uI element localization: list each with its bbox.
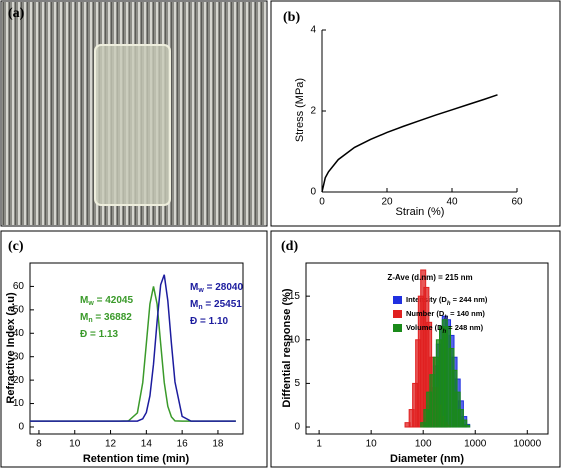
x-tick-label: 14: [141, 439, 153, 450]
y-tick-label: 10: [13, 398, 25, 409]
x-tick-label: 10: [69, 439, 81, 450]
annotation-text: = 42045: [94, 295, 134, 306]
y-tick-label: 20: [13, 375, 25, 386]
x-tick-label: 100: [415, 439, 432, 450]
y-tick-label: 15: [289, 291, 301, 302]
plot-frame: [29, 262, 244, 435]
annotation-sub: w: [197, 287, 204, 294]
annotation-text: M: [80, 312, 88, 323]
x-tick-label: 60: [511, 197, 523, 208]
y-tick-label: 2: [310, 106, 316, 117]
x-tick-label: 10: [366, 439, 378, 450]
annotation-text: M: [190, 282, 198, 293]
x-tick-label: 8: [36, 439, 42, 450]
panel-frame: [270, 0, 561, 227]
plot-frame: [305, 262, 549, 435]
legend-text: = 244 nm): [451, 295, 488, 304]
y-axis-title: Refractive Index (a.u): [5, 292, 17, 404]
x-axis-title: Strain (%): [396, 206, 445, 218]
x-tick-label: 16: [177, 439, 189, 450]
x-tick-label: 20: [381, 197, 393, 208]
annotation: Mw = 42045: [80, 295, 133, 308]
x-tick-label: 10000: [513, 439, 541, 450]
y-tick-label: 5: [294, 378, 300, 389]
y-axis-title: Stress (MPa): [294, 78, 306, 142]
panel-frame: [0, 230, 268, 468]
bar: [464, 424, 471, 428]
y-tick-label: 40: [13, 328, 25, 339]
annotation-text: Đ = 1.10: [190, 316, 229, 327]
legend-text: Volume (D: [406, 323, 443, 332]
panel-label: (a): [8, 6, 25, 21]
bar: [457, 409, 464, 428]
annotation-sub: n: [88, 317, 92, 324]
x-tick-label: 12: [105, 439, 117, 450]
y-tick-label: 0: [310, 187, 316, 198]
photo-sample: [94, 44, 171, 206]
x-axis-title: Retention time (min): [83, 453, 190, 465]
legend-swatch: [393, 296, 402, 304]
panel-frame: [270, 230, 561, 468]
panel-label: (c): [8, 239, 24, 254]
chart-title: Z-Ave (d.nm) = 215 nm: [387, 273, 472, 282]
y-tick-label: 60: [13, 281, 25, 292]
panel-label: (d): [281, 239, 298, 254]
y-tick-label: 10: [289, 334, 301, 345]
annotation-text: Đ = 1.13: [80, 329, 119, 340]
data-line: [30, 274, 236, 422]
x-axis-title: Diameter (nm): [390, 453, 464, 465]
legend-label: Number (Dh = 140 nm): [406, 309, 485, 321]
annotation: Mn = 25451: [190, 299, 242, 312]
y-tick-label: 4: [310, 25, 316, 36]
x-tick-label: 40: [446, 197, 458, 208]
y-tick-label: 0: [18, 422, 24, 433]
annotation: Đ = 1.13: [80, 329, 119, 340]
annotation-text: = 28040: [204, 282, 244, 293]
annotation-text: M: [80, 295, 88, 306]
panel-frame: [0, 0, 268, 227]
legend-text: = 248 nm): [446, 323, 483, 332]
data-line: [321, 94, 498, 193]
x-tick-label: 1: [316, 439, 322, 450]
annotation-sub: n: [198, 304, 202, 311]
y-axis-title: Diffential response (%): [281, 288, 293, 408]
annotation-text: = 36882: [93, 312, 133, 323]
legend-text: = 140 nm): [448, 309, 485, 318]
x-tick-label: 0: [319, 197, 325, 208]
annotation-text: = 25451: [203, 299, 243, 310]
y-tick-label: 50: [13, 304, 25, 315]
annotation-text: M: [190, 299, 198, 310]
y-tick-label: 30: [13, 351, 25, 362]
legend-text: h: [443, 329, 447, 335]
legend-swatch: [393, 310, 402, 318]
legend-label: Volume (Dh = 248 nm): [406, 323, 484, 335]
annotation-sub: w: [87, 300, 94, 307]
panel-label: (b): [283, 10, 300, 25]
y-tick-label: 0: [294, 422, 300, 433]
annotation: Đ = 1.10: [190, 316, 229, 327]
legend-text: h: [447, 301, 451, 307]
x-tick-label: 1000: [464, 439, 487, 450]
legend-swatch: [393, 324, 402, 332]
legend-text: Number (D: [406, 309, 445, 318]
x-tick-label: 18: [212, 439, 224, 450]
annotation: Mw = 28040: [190, 282, 243, 295]
legend-text: h: [444, 315, 448, 321]
annotation: Mn = 36882: [80, 312, 132, 325]
